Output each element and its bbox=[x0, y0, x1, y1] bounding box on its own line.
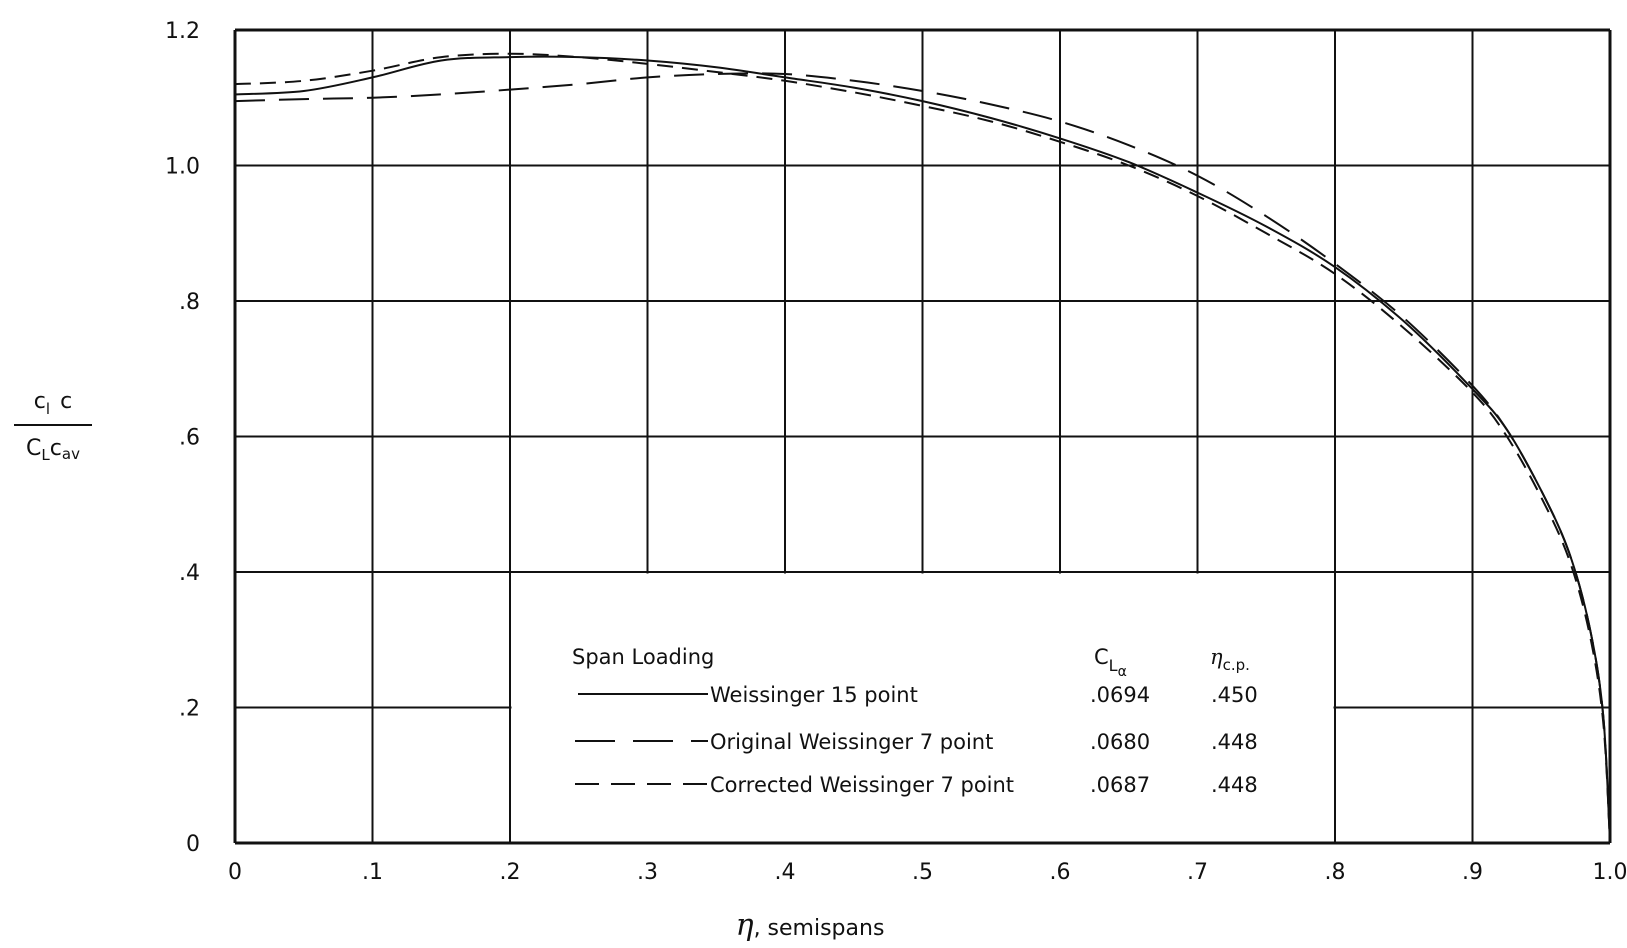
y-den-sub: L bbox=[41, 446, 50, 464]
x-tick-label: .1 bbox=[362, 860, 383, 885]
legend-cla-subsub: α bbox=[1118, 664, 1127, 680]
y-num-sub: l bbox=[46, 400, 50, 418]
legend-header-cla: CLα bbox=[1094, 645, 1127, 680]
legend-entry-eta: .448 bbox=[1211, 730, 1258, 754]
legend-entry-label: Original Weissinger 7 point bbox=[710, 730, 993, 754]
y-tick-label: 0 bbox=[186, 832, 200, 857]
legend-entry-eta: .450 bbox=[1211, 683, 1258, 707]
legend-header-eta: ηc.p. bbox=[1210, 645, 1250, 674]
legend-entry-original-7: Original Weissinger 7 point .0680 .448 bbox=[575, 730, 1258, 754]
legend-eta-main: η bbox=[1210, 645, 1223, 669]
x-tick-label: .5 bbox=[912, 860, 933, 885]
legend-background bbox=[511, 573, 1334, 842]
x-tick-label: .6 bbox=[1050, 860, 1071, 885]
x-tick-label: 1.0 bbox=[1593, 860, 1627, 885]
x-tick-label: .2 bbox=[500, 860, 521, 885]
y-axis-numerator: cl c bbox=[34, 389, 72, 418]
y-tick-label: .6 bbox=[179, 426, 200, 451]
legend-cla-sub: L bbox=[1109, 656, 1118, 675]
y-axis-denominator: CLcav bbox=[26, 436, 80, 464]
x-tick-label: .9 bbox=[1462, 860, 1483, 885]
x-tick-label: 0 bbox=[228, 860, 242, 885]
series-line-short-dash bbox=[234, 52, 1611, 844]
legend-header-label: Span Loading bbox=[572, 645, 714, 669]
legend-entry-cla: .0687 bbox=[1090, 773, 1150, 797]
x-axis-symbol: η bbox=[736, 908, 754, 943]
y-den-tail-sub: av bbox=[62, 445, 80, 463]
legend-cla-main: C bbox=[1094, 645, 1109, 669]
x-tick-label: .8 bbox=[1325, 860, 1346, 885]
y-den-main: C bbox=[26, 436, 41, 461]
x-tick-label: .4 bbox=[775, 860, 796, 885]
y-tick-label: .8 bbox=[179, 290, 200, 315]
series-line-long-dash bbox=[234, 72, 1611, 844]
x-axis-title: η, semispans bbox=[736, 908, 885, 943]
x-tick-label: .7 bbox=[1187, 860, 1208, 885]
y-tick-label: 1.2 bbox=[165, 19, 200, 44]
y-tick-label: 1.0 bbox=[165, 155, 200, 180]
y-num-main: c bbox=[34, 389, 46, 414]
y-tick-label: .2 bbox=[179, 697, 200, 722]
legend-eta-sub: c.p. bbox=[1223, 656, 1250, 674]
x-tick-label: .3 bbox=[637, 860, 658, 885]
legend-entry-label: Corrected Weissinger 7 point bbox=[710, 773, 1014, 797]
legend-entry-weissinger-15: Weissinger 15 point .0694 .450 bbox=[578, 683, 1258, 707]
y-axis-title: cl c CLcav bbox=[14, 389, 92, 464]
y-num-tail: c bbox=[60, 389, 72, 414]
legend-entry-corrected-7: Corrected Weissinger 7 point .0687 .448 bbox=[575, 773, 1258, 797]
legend-entry-label: Weissinger 15 point bbox=[710, 683, 918, 707]
x-axis-text: , semispans bbox=[754, 916, 885, 941]
legend: Span Loading CLα ηc.p. Weissinger 15 poi… bbox=[572, 645, 1258, 797]
legend-entry-eta: .448 bbox=[1211, 773, 1258, 797]
y-tick-label: .4 bbox=[179, 561, 200, 586]
y-den-tail: c bbox=[50, 436, 62, 461]
legend-entry-cla: .0694 bbox=[1090, 683, 1150, 707]
series-lines bbox=[234, 52, 1611, 844]
tick-labels: 0 .1 .2 .3 .4 .5 .6 .7 .8 .9 1.0 0 .2 .4 .6 .8 1.0 1.2 bbox=[165, 19, 1627, 885]
legend-entry-cla: .0680 bbox=[1090, 730, 1150, 754]
